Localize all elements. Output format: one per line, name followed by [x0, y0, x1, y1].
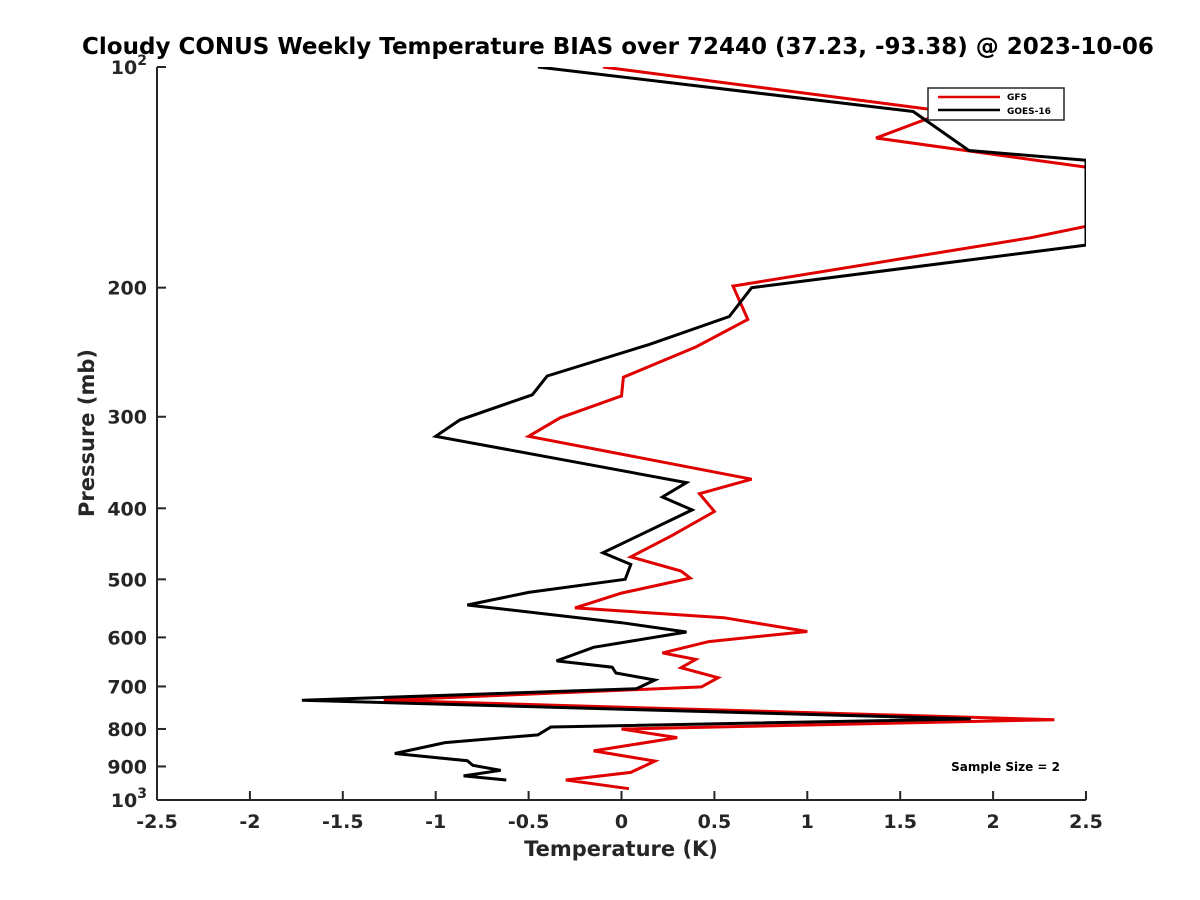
x-tick-label: 2: [986, 811, 999, 833]
y-axis-label: Pressure (mb): [75, 349, 99, 517]
x-tick-label: -1.5: [322, 811, 364, 833]
y-tick-label: 800: [107, 719, 147, 741]
x-tick-label: -1: [425, 811, 446, 833]
x-tick-label: 0.5: [698, 811, 732, 833]
x-tick-label: 0: [615, 811, 628, 833]
x-tick-label: 1.5: [883, 811, 917, 833]
sample-size-annotation: Sample Size = 2: [951, 760, 1060, 774]
y-tick-label: 102: [111, 53, 147, 79]
y-tick-label: 600: [107, 627, 147, 649]
legend-label-gfs: GFS: [1007, 93, 1027, 103]
y-tick-label: 900: [107, 756, 147, 778]
series-layer: [301, 67, 1086, 791]
y-tick-label: 700: [107, 676, 147, 698]
x-tick-label: -2: [239, 811, 260, 833]
legend: GFS GOES-16: [927, 87, 1065, 121]
x-tick-label: 2.5: [1069, 811, 1103, 833]
legend-box: [927, 87, 1065, 121]
series-line-goes16: [301, 67, 1086, 782]
y-tick-label: 300: [107, 407, 147, 429]
y-tick-label: 200: [107, 278, 147, 300]
legend-label-goes16: GOES-16: [1007, 107, 1051, 117]
x-tick-label: -2.5: [136, 811, 178, 833]
y-tick-label: 103: [111, 786, 147, 812]
x-tick-label: -0.5: [508, 811, 550, 833]
y-tick-label: 400: [107, 498, 147, 520]
chart-title: Cloudy CONUS Weekly Temperature BIAS ove…: [82, 34, 1154, 60]
x-ticks: -2.5 -2 -1.5 -1 -0.5 0 0.5 1 1.5 2 2.5: [136, 791, 1103, 833]
x-axis-label: Temperature (K): [524, 837, 718, 861]
series-line-gfs: [383, 67, 1086, 791]
y-ticks: 102 200 300 400 500 600 700 800 900 103: [107, 53, 166, 812]
x-tick-label: 1: [801, 811, 814, 833]
y-tick-label: 500: [107, 569, 147, 591]
